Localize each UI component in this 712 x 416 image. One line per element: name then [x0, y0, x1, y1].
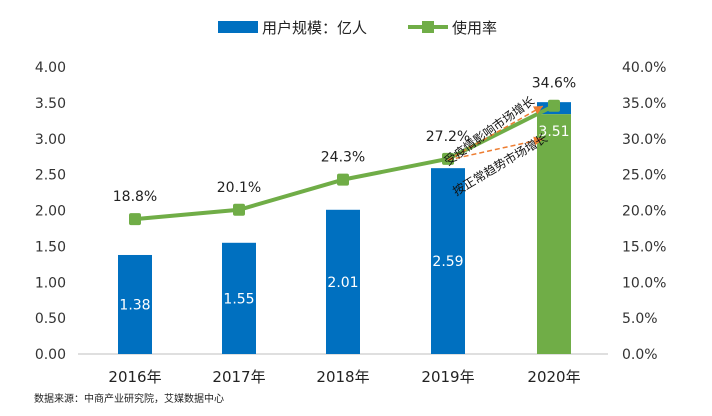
left-tick-label: 4.00 — [35, 60, 66, 76]
x-tick-label: 2019年 — [421, 368, 474, 386]
arrow-epidemic — [447, 105, 544, 161]
right-tick-label: 0.0% — [622, 347, 658, 363]
right-tick-label: 10.0% — [622, 275, 666, 291]
left-tick-label: 1.50 — [35, 239, 66, 255]
legend-line-label: 使用率 — [452, 19, 497, 37]
bar — [222, 242, 256, 354]
annotations: 受疫情影响市场增长 按正常趋势市场增长 — [441, 93, 550, 199]
right-tick-label: 40.0% — [622, 60, 666, 76]
x-tick-label: 2020年 — [527, 368, 580, 386]
legend: 用户规模：亿人 使用率 — [218, 19, 497, 37]
legend-bar-label: 用户规模：亿人 — [262, 19, 367, 37]
legend-bar-swatch — [218, 21, 258, 33]
bar-value-label: 1.38 — [119, 297, 150, 313]
arrow-normal — [447, 136, 544, 161]
right-axis-ticks: 0.0% 5.0% 10.0% 15.0% 20.0% 25.0% 30.0% 35.0% 40… — [622, 60, 666, 363]
right-tick-label: 15.0% — [622, 239, 666, 255]
bar — [326, 209, 360, 354]
right-tick-label: 20.0% — [622, 204, 666, 220]
bar — [118, 254, 152, 354]
source-note: 数据来源：中商产业研究院，艾媒数据中心 — [34, 392, 224, 405]
left-tick-label: 2.00 — [35, 204, 66, 220]
line-point — [442, 152, 454, 165]
left-tick-label: 0.50 — [35, 311, 66, 327]
bar — [431, 168, 465, 354]
line-value-label: 34.6% — [532, 76, 576, 92]
right-tick-label: 25.0% — [622, 168, 666, 184]
bars — [118, 102, 571, 354]
x-tick-label: 2018年 — [316, 368, 369, 386]
bar-value-label: 2.01 — [327, 275, 358, 291]
legend-marker-swatch — [422, 21, 434, 33]
line-point — [337, 173, 349, 186]
x-tick-label: 2016年 — [108, 368, 161, 386]
bar-value-label: 2.59 — [432, 254, 463, 270]
left-tick-label: 0.00 — [35, 347, 66, 363]
right-tick-label: 5.0% — [622, 311, 658, 327]
line-point — [548, 99, 560, 112]
line-point — [129, 213, 141, 226]
left-tick-label: 3.00 — [35, 132, 66, 148]
bar-highlight — [537, 114, 571, 354]
right-tick-label: 35.0% — [622, 96, 666, 112]
usage-line — [129, 99, 560, 226]
line-point — [233, 203, 245, 216]
line-value-label: 27.2% — [426, 129, 470, 145]
left-tick-label: 2.50 — [35, 168, 66, 184]
bar-value-label: 3.51 — [538, 124, 569, 140]
line-value-label: 18.8% — [113, 189, 157, 205]
x-tick-label: 2017年 — [212, 368, 265, 386]
line-labels: 18.8% 20.1% 24.3% 27.2% 34.6% — [113, 76, 576, 205]
left-tick-label: 3.50 — [35, 96, 66, 112]
right-tick-label: 30.0% — [622, 132, 666, 148]
left-tick-label: 1.00 — [35, 275, 66, 291]
x-axis-ticks: 2016年 2017年 2018年 2019年 2020年 — [108, 368, 580, 386]
left-axis-ticks: 0.00 0.50 1.00 1.50 2.00 2.50 3.00 3.50 4.00 — [35, 60, 66, 363]
line-value-label: 20.1% — [217, 180, 261, 196]
bar-labels: 1.38 1.55 2.01 2.59 3.51 — [119, 124, 569, 313]
line-value-label: 24.3% — [321, 150, 365, 166]
bar-value-label: 1.55 — [223, 291, 254, 307]
